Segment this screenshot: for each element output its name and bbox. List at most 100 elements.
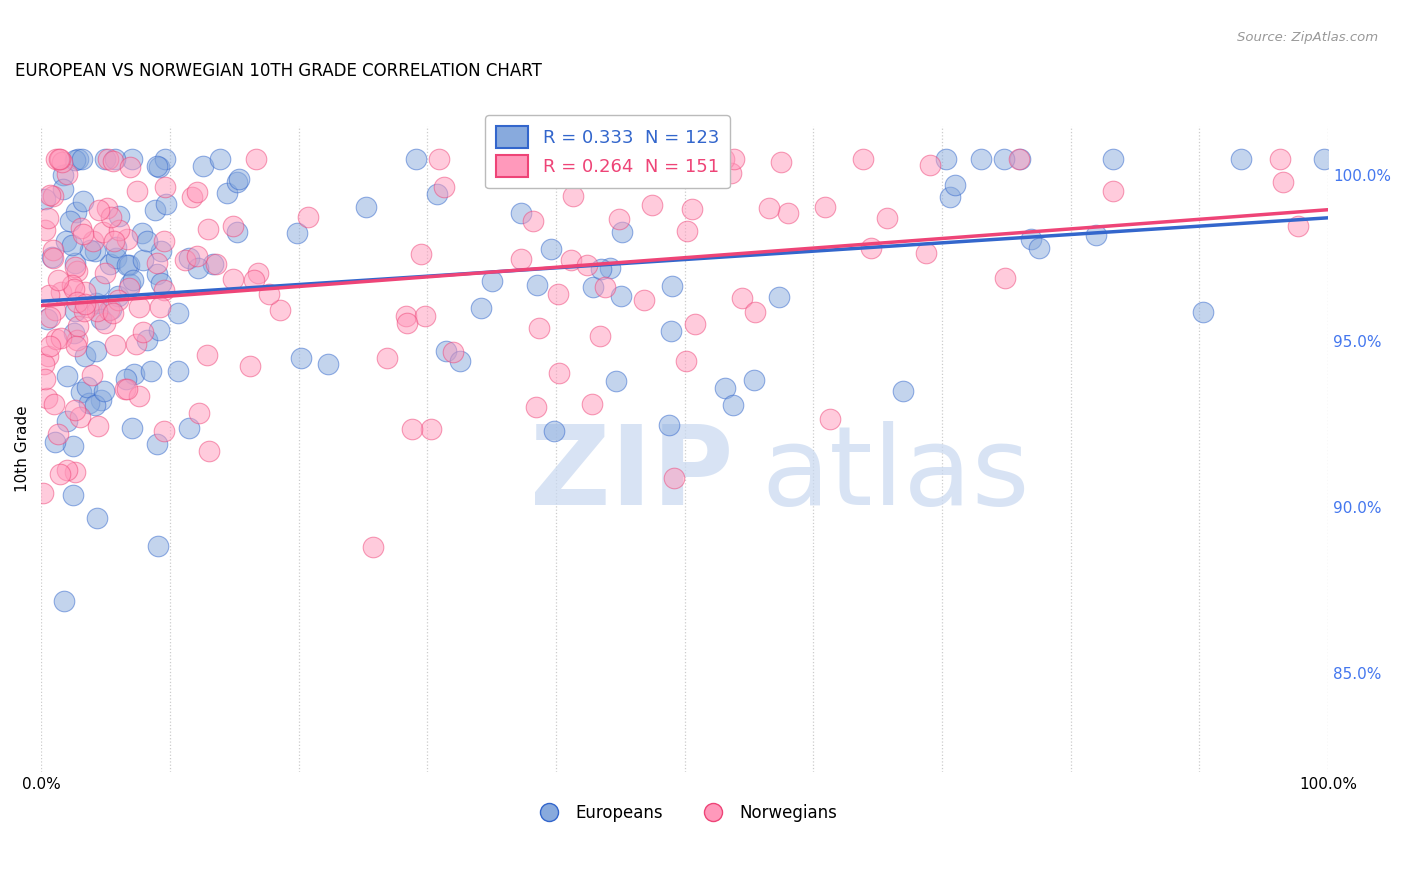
Point (688, 153, 710, 167)
Point (675, 353, 697, 368)
Point (993, 152, 1015, 166)
Point (179, 421, 201, 435)
Point (187, 260, 209, 275)
Point (599, 261, 621, 276)
Point (52, 168, 75, 182)
Point (55, 167, 77, 181)
Point (562, 189, 585, 203)
Point (121, 421, 143, 435)
Point (1270, 152, 1292, 166)
Point (66, 263, 89, 277)
Point (66, 333, 89, 347)
Point (174, 253, 197, 268)
Point (401, 422, 423, 436)
Point (39, 339, 62, 353)
Point (547, 366, 569, 380)
Point (87, 279, 110, 293)
Point (72, 227, 94, 241)
Point (681, 202, 703, 216)
Point (659, 324, 682, 338)
Point (46, 273, 69, 287)
Point (101, 153, 124, 168)
Point (146, 436, 169, 450)
Point (581, 397, 603, 411)
Point (226, 225, 249, 239)
Point (63, 326, 86, 340)
Point (132, 253, 155, 268)
Point (75, 285, 97, 299)
Point (128, 389, 150, 403)
Point (208, 152, 231, 166)
Point (658, 417, 681, 432)
Point (186, 185, 208, 199)
Point (221, 272, 243, 286)
Point (152, 424, 174, 438)
Point (62, 281, 84, 295)
Point (191, 159, 214, 173)
Point (82, 234, 104, 248)
Point (713, 152, 735, 166)
Point (42, 397, 65, 411)
Point (120, 160, 142, 174)
Point (509, 252, 531, 267)
Point (86, 511, 108, 525)
Point (1101, 184, 1123, 198)
Point (103, 306, 125, 320)
Point (589, 262, 612, 277)
Point (150, 276, 173, 290)
Point (146, 256, 169, 270)
Point (769, 155, 792, 169)
Point (146, 159, 169, 173)
Point (66, 295, 89, 310)
Point (409, 247, 432, 261)
Point (55, 234, 77, 248)
Point (51, 331, 73, 345)
Point (136, 235, 159, 249)
Point (41, 251, 63, 265)
Point (49, 152, 72, 166)
Point (589, 329, 612, 343)
Point (1101, 152, 1123, 166)
Point (115, 371, 138, 385)
Point (419, 422, 441, 436)
Point (56, 463, 79, 477)
Point (91, 225, 114, 239)
Point (441, 345, 464, 359)
Point (100, 210, 122, 224)
Point (188, 406, 211, 420)
Point (146, 539, 169, 553)
Point (79, 243, 101, 257)
Point (198, 444, 221, 458)
Point (153, 234, 176, 248)
Point (778, 206, 800, 220)
Point (84, 244, 107, 259)
Point (65, 339, 87, 353)
Point (509, 205, 531, 219)
Point (118, 277, 141, 292)
Point (155, 152, 177, 166)
Point (543, 424, 565, 438)
Point (98, 302, 121, 317)
Text: Source: ZipAtlas.com: Source: ZipAtlas.com (1237, 31, 1378, 45)
Point (41, 189, 63, 203)
Point (205, 257, 228, 271)
Point (60, 238, 83, 252)
Point (70, 221, 93, 235)
Point (63, 153, 86, 167)
Point (155, 180, 177, 194)
Point (148, 323, 170, 337)
Point (118, 258, 141, 272)
Point (269, 302, 291, 317)
Point (1313, 152, 1336, 166)
Point (1008, 152, 1031, 166)
Point (93, 384, 115, 398)
Point (131, 227, 153, 241)
Point (239, 359, 262, 374)
Point (540, 242, 562, 256)
Point (65, 303, 87, 318)
Point (1019, 231, 1042, 245)
Point (76, 380, 98, 394)
Point (107, 293, 129, 307)
Point (620, 152, 643, 166)
Point (217, 186, 239, 200)
